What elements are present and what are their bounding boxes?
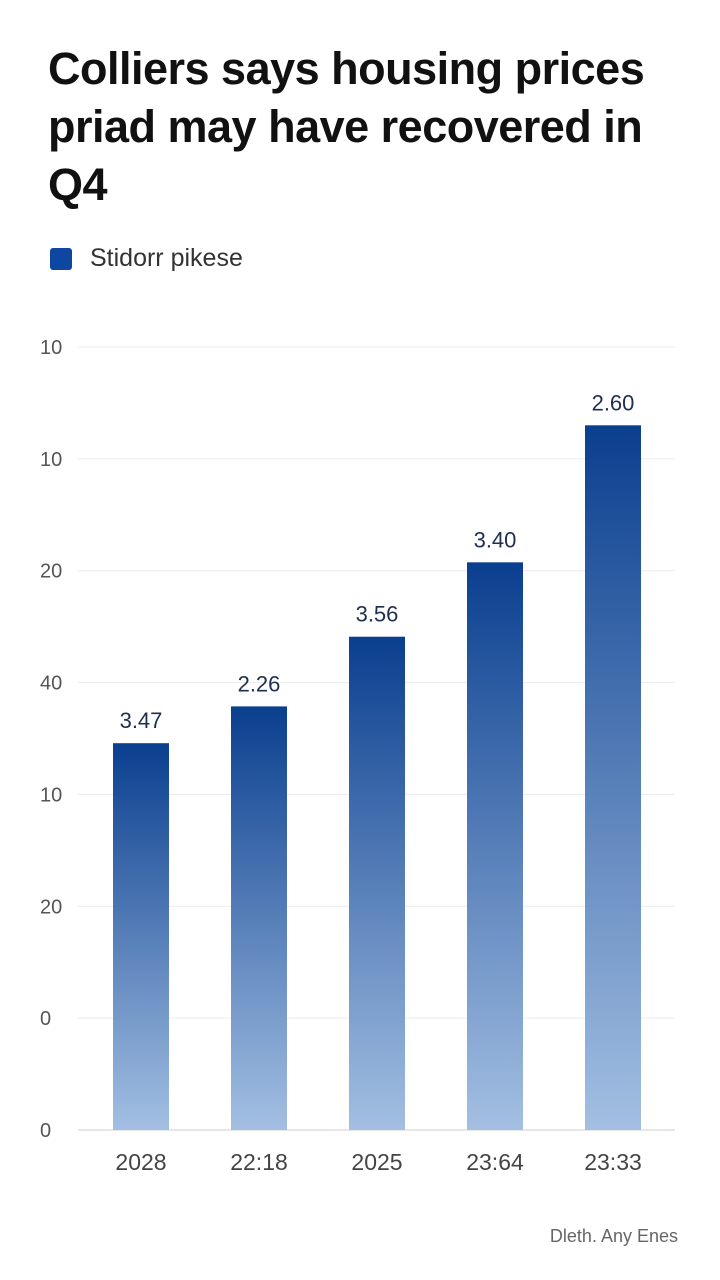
bar-value-label: 2.60 xyxy=(592,390,635,415)
x-tick-label: 23:33 xyxy=(584,1149,642,1175)
bar-value-label: 3.47 xyxy=(120,708,163,733)
y-tick-label: 20 xyxy=(40,896,62,918)
bar xyxy=(349,636,405,1130)
y-tick-label: 10 xyxy=(40,337,62,359)
bar-value-label: 2.26 xyxy=(238,671,281,696)
bar xyxy=(113,743,169,1130)
bar-value-label: 3.56 xyxy=(356,602,399,627)
y-tick-label: 10 xyxy=(40,784,62,806)
legend-label: Stidorr pikese xyxy=(90,244,243,272)
legend-swatch xyxy=(50,247,72,270)
y-tick-label: 0 xyxy=(40,1120,51,1142)
x-tick-label: 2025 xyxy=(351,1149,402,1175)
y-tick-label: 10 xyxy=(40,449,62,471)
bar-value-label: 3.40 xyxy=(474,527,517,552)
bar xyxy=(467,562,523,1130)
y-tick-label: 0 xyxy=(40,1008,51,1030)
x-tick-label: 2028 xyxy=(115,1149,166,1175)
chart-title: Colliers says housing prices priad may h… xyxy=(48,43,645,210)
x-tick-label: 22:18 xyxy=(230,1149,288,1175)
legend: Stidorr pikese xyxy=(50,244,243,273)
bar xyxy=(231,706,287,1130)
bar xyxy=(585,425,641,1130)
y-tick-label: 20 xyxy=(40,561,62,583)
x-tick-label: 23:64 xyxy=(466,1149,524,1175)
y-tick-label: 40 xyxy=(40,673,62,695)
source-note: Dleth. Any Enes xyxy=(549,1226,678,1246)
